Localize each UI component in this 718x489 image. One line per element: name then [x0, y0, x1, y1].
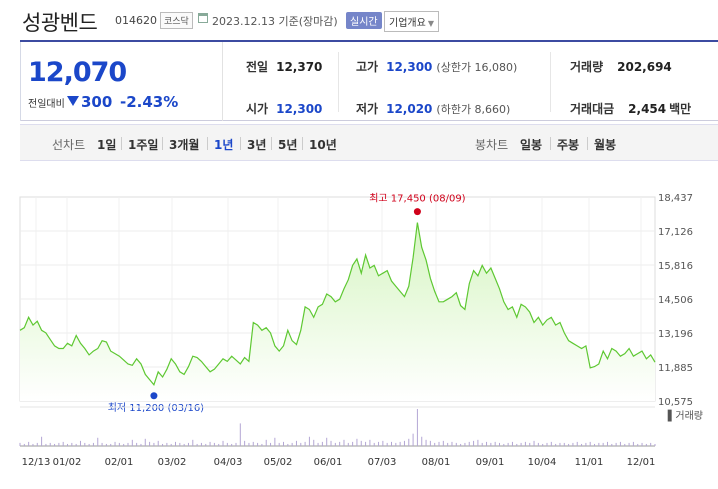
y-tick-label: 11,885 — [658, 363, 693, 374]
x-tick-label: 08/01 — [422, 457, 451, 468]
y-tick-label: 10,575 — [658, 397, 693, 408]
y-tick-label: 13,196 — [658, 329, 693, 340]
period-3y[interactable]: 3년 — [247, 138, 267, 152]
change-label: 전일대비 — [28, 99, 65, 110]
x-tick-label: 12/01 — [627, 457, 656, 468]
price-chart[interactable]: 18,437 17,126 15,816 14,506 13,196 11,885 10,5… — [0, 175, 718, 489]
divider — [338, 52, 339, 112]
divider — [207, 137, 208, 150]
down-triangle-icon — [67, 96, 79, 106]
corp-info-dropdown[interactable]: 기업개요 ▼ — [384, 11, 439, 32]
x-tick-label: 12/13 — [22, 457, 51, 468]
period-10y[interactable]: 10년 — [309, 138, 337, 152]
divider — [271, 137, 272, 150]
divider — [302, 137, 303, 150]
current-price: 12,070 — [28, 57, 127, 88]
period-1y[interactable]: 1년 — [214, 138, 234, 152]
y-tick-label: 15,816 — [658, 261, 693, 272]
y-tick-label: 14,506 — [658, 295, 693, 306]
stock-header: 성광벤드 014620 코스닥 2023.12.13 기준(장마감) 실시간 기… — [0, 0, 718, 40]
price-box: 12,070 전일대비 300 -2.43% — [20, 42, 223, 121]
divider — [240, 137, 241, 150]
realtime-button[interactable]: 실시간 — [346, 12, 382, 29]
stock-code: 014620 — [115, 14, 157, 27]
volume: 거래량 202,694 — [570, 60, 672, 74]
candle-monthly[interactable]: 월봉 — [594, 138, 617, 152]
stock-name[interactable]: 성광벤드 — [22, 11, 98, 35]
low-marker — [150, 392, 158, 400]
divider — [550, 137, 551, 150]
open-price: 시가 12,300 — [246, 102, 323, 116]
divider — [121, 137, 122, 150]
x-tick-label: 06/01 — [314, 457, 343, 468]
high-annotation: 최고 17,450 (08/09) — [369, 193, 465, 205]
line-chart-label: 선차트 — [52, 138, 86, 152]
y-tick-label: 17,126 — [658, 227, 693, 238]
trade-amount: 거래대금 2,454 백만 — [570, 102, 692, 116]
market-badge: 코스닥 — [160, 12, 193, 29]
low-price: 저가 12,020 (하한가 8,660) — [356, 102, 511, 116]
period-1w[interactable]: 1주일 — [128, 138, 159, 152]
x-tick-label: 09/01 — [476, 457, 505, 468]
x-tick-label: 01/02 — [53, 457, 82, 468]
volume-label: ▌거래량 — [667, 409, 703, 422]
calendar-icon — [198, 13, 208, 23]
x-tick-label: 05/02 — [264, 457, 293, 468]
period-toolbar: 선차트 1일 1주일 3개월 1년 3년 5년 10년 봉차트 일봉 주봉 월봉 — [20, 124, 718, 161]
candle-daily[interactable]: 일봉 — [520, 138, 543, 152]
price-area — [20, 222, 655, 401]
candle-chart-label: 봉차트 — [475, 138, 509, 152]
x-tick-label: 04/03 — [214, 457, 243, 468]
price-chart-svg[interactable]: 18,437 17,126 15,816 14,506 13,196 11,885 10,5… — [0, 175, 718, 489]
quote-summary: 12,070 전일대비 300 -2.43% 전일 12,370 시가 12,300… — [20, 40, 718, 121]
divider — [550, 52, 551, 112]
x-tick-label: 11/01 — [575, 457, 604, 468]
prev-close: 전일 12,370 — [246, 60, 323, 74]
x-tick-label: 03/02 — [158, 457, 187, 468]
x-tick-label: 02/01 — [105, 457, 134, 468]
caret-down-icon: ▼ — [427, 19, 434, 28]
change-percent: -2.43% — [120, 93, 179, 111]
x-tick-label: 07/03 — [368, 457, 397, 468]
x-tick-label: 10/04 — [528, 457, 557, 468]
period-5y[interactable]: 5년 — [278, 138, 298, 152]
quote-date: 2023.12.13 기준(장마감) — [212, 15, 338, 28]
candle-weekly[interactable]: 주봉 — [557, 138, 580, 152]
high-price: 고가 12,300 (상한가 16,080) — [356, 60, 518, 74]
period-3m[interactable]: 3개월 — [169, 138, 200, 152]
divider — [162, 137, 163, 150]
y-tick-label: 18,437 — [658, 193, 693, 204]
high-marker — [413, 208, 421, 216]
change-value: 300 — [81, 93, 113, 111]
divider — [587, 137, 588, 150]
low-annotation: 최저 11,200 (03/16) — [108, 402, 204, 414]
price-line — [19, 222, 656, 387]
period-1d[interactable]: 1일 — [97, 138, 117, 152]
